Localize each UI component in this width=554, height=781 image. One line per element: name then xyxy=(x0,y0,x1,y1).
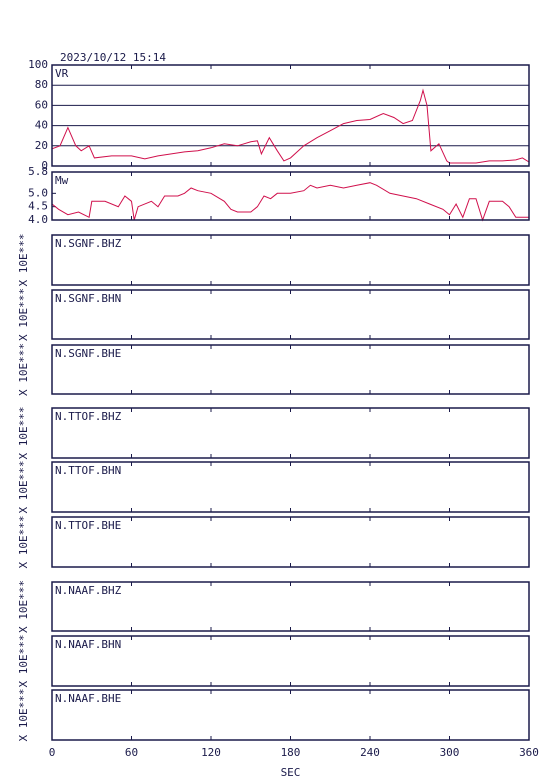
panel-frame xyxy=(51,516,530,568)
station-label: N.SGNF.BHZ xyxy=(55,237,122,250)
station-label: N.TTOF.BHZ xyxy=(55,410,122,423)
y-tick-label: 40 xyxy=(35,119,48,132)
y-axis-label: X 10E*** xyxy=(17,407,30,460)
y-tick-label: 5.8 xyxy=(28,165,48,178)
x-tick-label: 60 xyxy=(125,746,138,759)
panel-label: Mw xyxy=(55,174,69,187)
y-axis-label: X 10E*** xyxy=(17,635,30,688)
station-label: N.NAAF.BHN xyxy=(55,638,121,651)
y-tick-label: 20 xyxy=(35,139,48,152)
panel-frame xyxy=(51,689,530,741)
y-axis-label: X 10E*** xyxy=(17,689,30,742)
x-tick-label: 300 xyxy=(440,746,460,759)
x-tick-label: 180 xyxy=(281,746,301,759)
panel-frame xyxy=(51,289,530,340)
x-tick-label: 0 xyxy=(49,746,56,759)
station-label: N.SGNF.BHE xyxy=(55,347,121,360)
y-tick-label: 0 xyxy=(41,159,48,172)
y-axis-label: X 10E*** xyxy=(17,580,30,633)
panel-frame xyxy=(51,234,530,286)
data-line xyxy=(51,182,529,222)
y-axis-label: X 10E*** xyxy=(17,343,30,396)
station-label: N.NAAF.BHE xyxy=(55,692,121,705)
panel-frame xyxy=(51,461,530,513)
y-tick-label: 80 xyxy=(35,78,48,91)
x-tick-label: 240 xyxy=(360,746,380,759)
y-axis-label: X 10E*** xyxy=(17,461,30,514)
panel-label: VR xyxy=(55,67,69,80)
x-tick-label: 360 xyxy=(519,746,539,759)
data-line xyxy=(51,88,530,164)
x-axis-label: SEC xyxy=(281,766,301,779)
panel-frame xyxy=(51,581,530,632)
y-tick-label: 4.5 xyxy=(28,200,48,213)
station-label: N.TTOF.BHN xyxy=(55,464,121,477)
station-label: N.SGNF.BHN xyxy=(55,292,121,305)
y-axis-label: X 10E*** xyxy=(17,516,30,569)
y-tick-label: 5.0 xyxy=(28,186,48,199)
y-axis-label: X 10E*** xyxy=(17,288,30,341)
x-tick-label: 120 xyxy=(201,746,221,759)
timestamp: 2023/10/12 15:14 xyxy=(60,51,166,64)
station-label: N.TTOF.BHE xyxy=(55,519,121,532)
panel-frame xyxy=(51,344,530,395)
station-label: N.NAAF.BHZ xyxy=(55,584,122,597)
y-tick-label: 60 xyxy=(35,98,48,111)
y-tick-label: 4.0 xyxy=(28,213,48,226)
panel-frame xyxy=(51,635,530,687)
panel-frame xyxy=(51,407,530,459)
panel-frame xyxy=(51,171,530,221)
y-tick-label: 100 xyxy=(28,58,48,71)
panel-frame xyxy=(51,64,530,167)
y-axis-label: X 10E*** xyxy=(17,234,30,287)
